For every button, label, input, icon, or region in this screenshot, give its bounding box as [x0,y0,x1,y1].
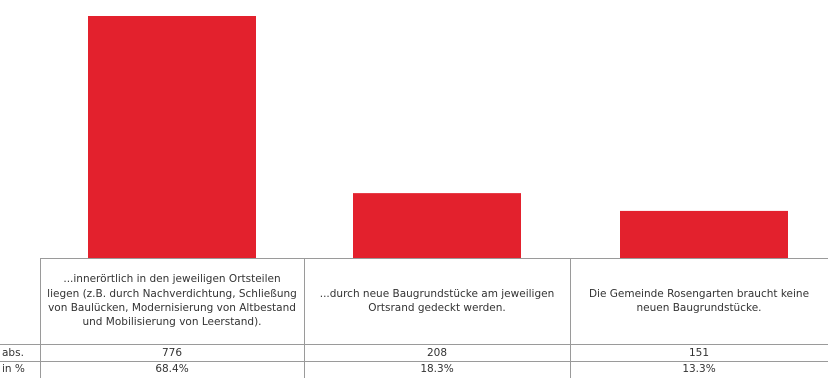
row-label-abs: abs. [2,347,24,359]
category-label-2: ...durch neue Baugrundstücke am jeweilig… [319,287,555,314]
bar-1 [88,16,256,258]
bar-2 [353,193,521,258]
table-line-col-0 [40,258,41,378]
category-label-1: ...innerörtlich in den jeweiligen Ortste… [47,273,297,329]
value-abs-1: 776 [161,347,183,359]
bar-3 [620,210,788,258]
category-label-3: Die Gemeinde Rosengarten braucht keine n… [588,287,810,314]
value-abs-3: 151 [688,347,710,359]
table-line-row-divider [0,361,828,362]
table-line-top [40,258,828,259]
value-pct-2: 18.3% [420,363,454,375]
table-line-header-bottom [0,344,828,345]
value-pct-1: 68.4% [155,363,189,375]
table-line-col-1 [304,258,305,378]
table-line-col-2 [570,258,571,378]
row-label-pct: in % [2,363,25,375]
value-pct-3: 13.3% [682,363,716,375]
value-abs-2: 208 [426,347,448,359]
